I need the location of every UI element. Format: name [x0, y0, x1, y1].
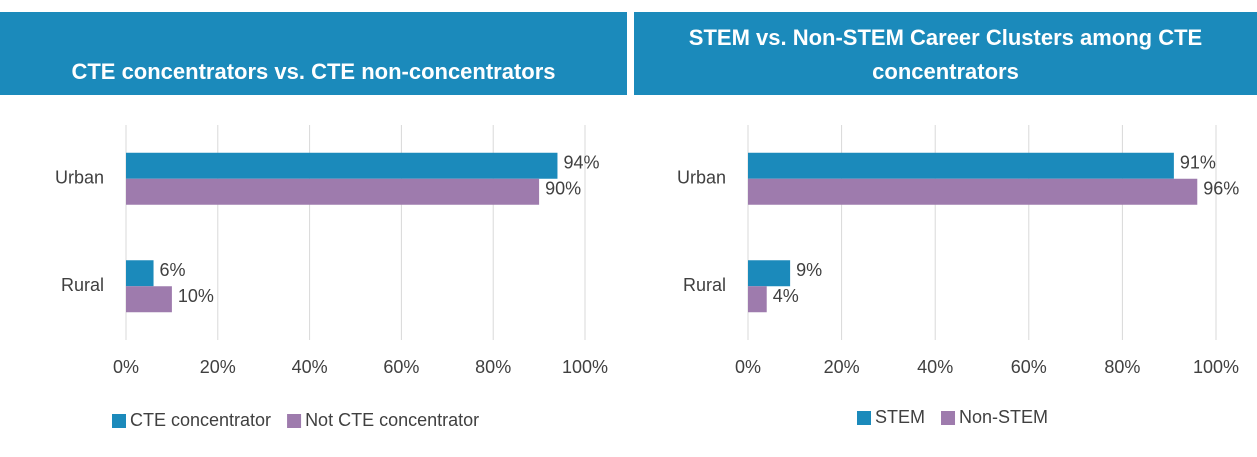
data-label: 6% — [160, 260, 186, 280]
legend-swatch — [112, 414, 126, 428]
x-tick-label: 100% — [562, 357, 608, 377]
bar — [748, 152, 1174, 179]
bar — [748, 286, 767, 313]
x-tick-label: 80% — [475, 357, 511, 377]
data-label: 91% — [1180, 153, 1216, 173]
data-label: 90% — [545, 179, 581, 199]
chart-title: STEM vs. Non-STEM Career Clusters among … — [634, 12, 1257, 95]
y-tick-label: Urban — [55, 168, 104, 188]
x-tick-label: 0% — [113, 357, 139, 377]
x-tick-label: 60% — [1011, 357, 1047, 377]
bar — [126, 260, 154, 287]
data-label: 9% — [796, 260, 822, 280]
data-label: 4% — [773, 286, 799, 306]
legend-swatch — [287, 414, 302, 428]
legend-label: Non-STEM — [959, 407, 1048, 427]
x-tick-label: 40% — [292, 357, 328, 377]
y-tick-label: Rural — [683, 275, 726, 295]
bar — [126, 178, 540, 205]
y-tick-label: Urban — [677, 168, 726, 188]
data-label: 10% — [178, 286, 214, 306]
bar — [748, 260, 791, 287]
y-tick-label: Rural — [61, 275, 104, 295]
legend-swatch — [857, 411, 871, 425]
data-label: 96% — [1203, 179, 1239, 199]
legend-swatch — [941, 411, 956, 425]
legend-label: Not CTE concentrator — [305, 410, 479, 430]
legend-label: STEM — [875, 407, 925, 427]
x-tick-label: 80% — [1104, 357, 1140, 377]
bar — [748, 178, 1198, 205]
data-label: 94% — [563, 153, 599, 173]
x-tick-label: 60% — [383, 357, 419, 377]
bar — [126, 286, 172, 313]
x-tick-label: 20% — [200, 357, 236, 377]
x-tick-label: 20% — [824, 357, 860, 377]
legend-label: CTE concentrator — [130, 410, 271, 430]
x-tick-label: 40% — [917, 357, 953, 377]
x-tick-label: 0% — [735, 357, 761, 377]
bar — [126, 152, 558, 179]
x-tick-label: 100% — [1193, 357, 1239, 377]
chart-title: CTE concentrators vs. CTE non-concentrat… — [0, 12, 627, 95]
